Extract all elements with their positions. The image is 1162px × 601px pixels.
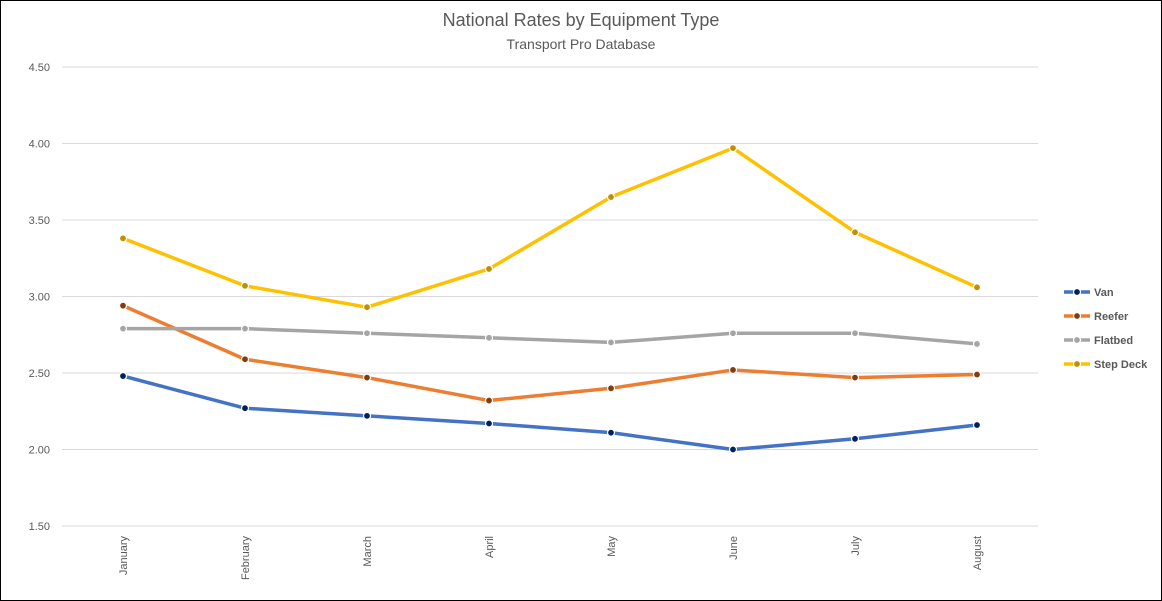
data-point [118,371,128,381]
data-point [362,373,372,382]
gridlines [62,66,1038,527]
data-point [484,396,494,405]
series-flatbed [118,324,982,349]
y-axis: 1.50 2.00 2.50 3.00 3.50 4.00 4.50 [29,62,50,533]
legend: Van Reefer Flatbed Step Deck [1064,287,1148,371]
y-tick-label: 1.50 [29,521,50,533]
y-tick-label: 4.00 [29,139,50,151]
data-point [118,301,128,310]
data-point [606,192,616,202]
legend-item: Reefer [1064,311,1129,323]
x-tick-label: May [606,536,618,557]
y-tick-label: 4.50 [29,62,50,74]
data-point [240,324,250,333]
data-point [728,143,738,153]
data-point [362,411,372,420]
data-point [362,329,372,338]
data-point [606,384,616,393]
series-line [121,326,979,346]
data-point [484,333,494,342]
data-point [362,303,372,312]
x-tick-label: August [972,536,984,570]
legend-item: Flatbed [1064,335,1133,347]
data-point [728,329,738,338]
x-tick-label: February [240,536,252,581]
x-tick-label: July [850,536,862,556]
series-lines [118,143,982,454]
chart-title: National Rates by Equipment Type [442,10,720,30]
legend-label: Reefer [1094,311,1129,323]
series-step-deck [118,143,982,312]
x-axis: January February March April May June July Augu… [118,536,984,581]
data-point [850,434,860,443]
series-line [121,374,979,452]
series-reefer [118,301,982,405]
data-point [118,234,128,243]
data-point [972,370,982,379]
data-point [972,339,982,349]
y-tick-label: 3.50 [29,215,50,227]
x-tick-label: April [484,536,496,558]
legend-item: Van [1064,287,1114,299]
data-point [972,283,982,292]
data-point [972,420,982,430]
legend-label: Flatbed [1094,335,1133,347]
data-point [240,355,250,364]
legend-marker [1072,311,1082,321]
y-tick-label: 2.00 [29,445,50,457]
data-point [850,373,860,382]
data-point [484,419,494,428]
data-point [606,428,616,437]
data-point [728,445,738,454]
data-point [850,329,860,338]
data-point [240,281,250,290]
legend-label: Van [1094,287,1114,299]
legend-marker [1072,359,1082,369]
data-point [606,338,616,347]
legend-marker [1072,335,1082,345]
data-point [850,228,860,237]
series-line [121,303,979,403]
series-line [121,146,979,309]
legend-item: Step Deck [1064,359,1148,371]
data-point [240,404,250,413]
x-tick-label: June [728,536,740,560]
data-point [118,324,128,333]
legend-label: Step Deck [1094,359,1148,371]
data-point [484,264,494,274]
x-tick-label: January [118,536,130,576]
series-van [118,371,982,454]
y-tick-label: 3.00 [29,292,50,304]
chart-subtitle: Transport Pro Database [506,36,656,52]
y-tick-label: 2.50 [29,368,50,380]
legend-marker [1072,287,1082,297]
x-tick-label: March [362,536,374,567]
data-point [728,365,738,375]
